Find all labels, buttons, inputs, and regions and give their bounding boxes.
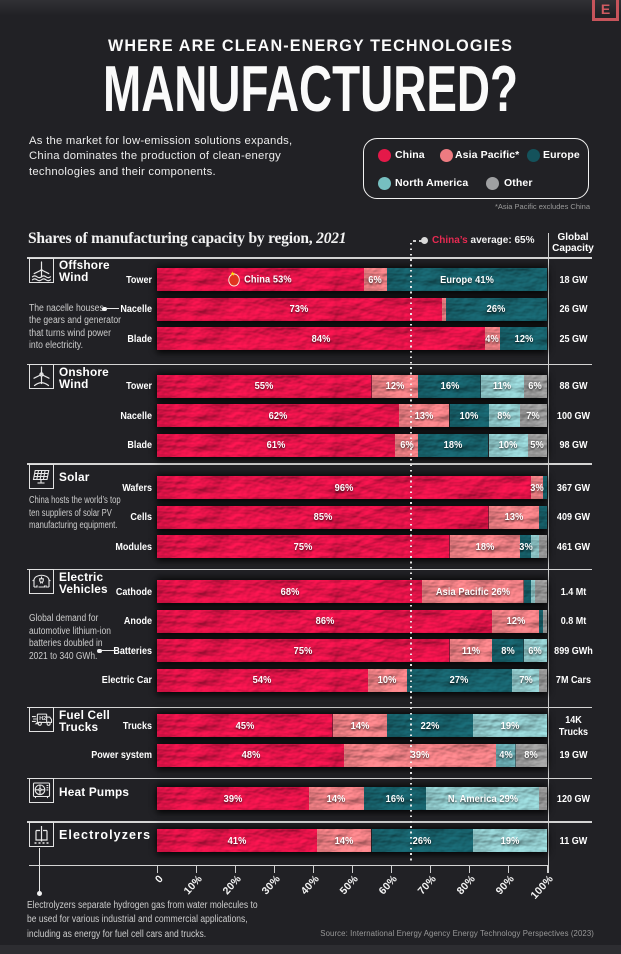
svg-text:H2: H2	[39, 716, 46, 722]
